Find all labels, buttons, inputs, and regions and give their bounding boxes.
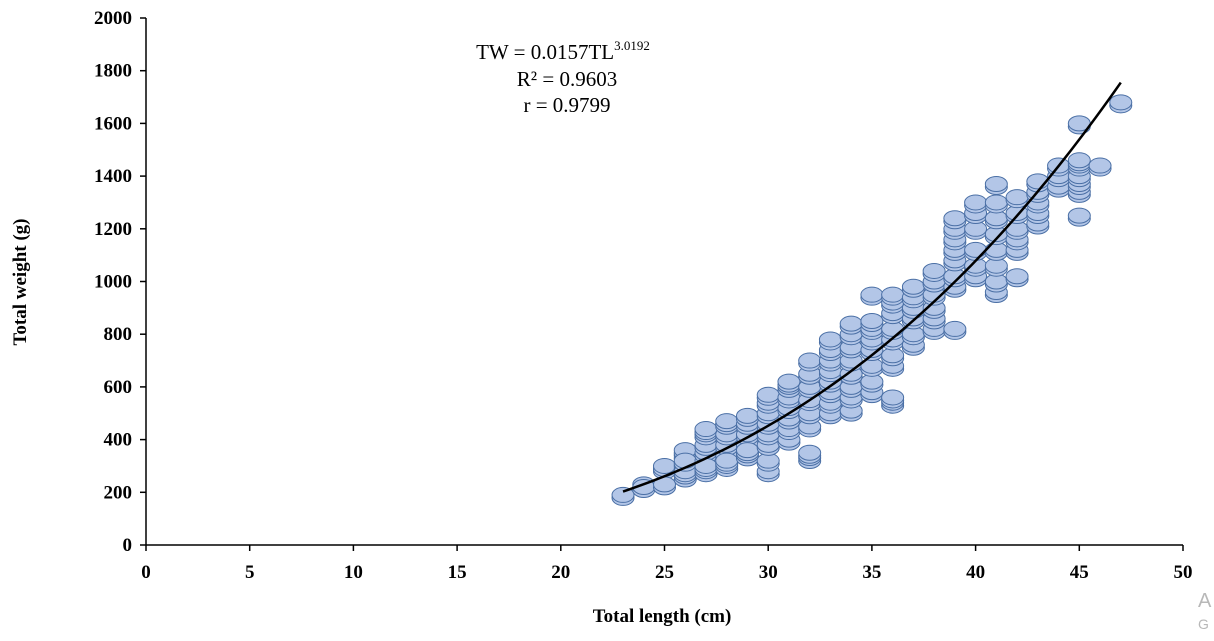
data-point <box>756 452 780 472</box>
data-point <box>735 442 759 462</box>
data-point <box>860 373 884 393</box>
data-point <box>984 194 1008 214</box>
data-point <box>694 421 718 441</box>
watermark-letter-a: A <box>1198 590 1212 612</box>
x-tick-label: 40 <box>966 562 985 583</box>
data-point <box>943 268 967 288</box>
data-point <box>943 320 967 340</box>
y-tick-label: 200 <box>104 482 133 503</box>
data-point <box>1005 268 1029 288</box>
data-point <box>798 444 822 464</box>
data-point <box>1067 152 1091 172</box>
r-label: r = 0.9799 <box>523 93 610 117</box>
data-point <box>611 486 635 506</box>
x-tick-label: 0 <box>141 562 151 583</box>
data-point <box>984 241 1008 261</box>
x-tick-label: 15 <box>448 562 467 583</box>
y-tick-label: 2000 <box>94 8 132 29</box>
data-point <box>715 413 739 433</box>
y-tick-label: 0 <box>123 535 133 556</box>
data-point <box>881 389 905 409</box>
y-tick-label: 1200 <box>94 219 132 240</box>
x-tick-label: 25 <box>655 562 674 583</box>
data-point <box>984 273 1008 293</box>
data-point <box>798 352 822 372</box>
data-point <box>1005 220 1029 240</box>
x-tick-label: 45 <box>1070 562 1089 583</box>
data-point <box>1067 207 1091 227</box>
data-point <box>901 326 925 346</box>
data-point <box>777 373 801 393</box>
x-tick-label: 5 <box>245 562 255 583</box>
data-point <box>922 262 946 282</box>
data-point <box>694 457 718 477</box>
data-point <box>860 286 884 306</box>
y-tick-label: 1600 <box>94 113 132 134</box>
y-tick-label: 400 <box>104 430 133 451</box>
equation-line: TW = 0.0157TL3.0192 <box>476 38 650 64</box>
axes: 0 200 400 600 800 1000 1200 1400 1600 1800 2000 0 5 1… <box>94 8 1193 583</box>
y-tick-label: 1400 <box>94 166 132 187</box>
data-point <box>984 176 1008 196</box>
x-axis-title: Total length (cm) <box>593 606 732 627</box>
y-tick-label: 1000 <box>94 272 132 293</box>
data-point <box>756 386 780 406</box>
data-point <box>984 257 1008 277</box>
x-tick-label: 35 <box>862 562 881 583</box>
data-point <box>1109 94 1133 114</box>
data-point <box>964 220 988 240</box>
x-tick-label: 10 <box>344 562 363 583</box>
watermark-letter-g: G <box>1198 616 1209 632</box>
y-tick-label: 600 <box>104 377 133 398</box>
data-point <box>839 315 863 335</box>
data-point <box>943 210 967 230</box>
data-point <box>881 286 905 306</box>
data-point <box>735 407 759 427</box>
data-point <box>984 210 1008 230</box>
data-point <box>881 347 905 367</box>
data-point <box>653 476 676 496</box>
data-points <box>611 94 1133 506</box>
data-point <box>964 194 988 214</box>
y-tick-label: 1800 <box>94 61 132 82</box>
data-point <box>715 452 739 472</box>
data-point <box>860 357 884 377</box>
x-tick-label: 20 <box>551 562 570 583</box>
data-point <box>860 313 884 333</box>
data-point <box>1088 157 1112 177</box>
equation-exponent: 3.0192 <box>614 38 650 53</box>
trendline <box>622 81 1122 493</box>
regression-equation: TW = 0.0157TL3.0192 R² = 0.9603 r = 0.97… <box>476 38 650 117</box>
equation-prefix: TW = 0.0157TL <box>476 40 614 64</box>
data-point <box>818 331 842 351</box>
y-axis-title: Total weight (g) <box>10 218 31 345</box>
x-tick-label: 30 <box>759 562 778 583</box>
x-tick-label: 50 <box>1174 562 1193 583</box>
y-tick-label: 800 <box>104 324 133 345</box>
r-squared-label: R² = 0.9603 <box>517 67 617 91</box>
data-point <box>901 278 925 298</box>
